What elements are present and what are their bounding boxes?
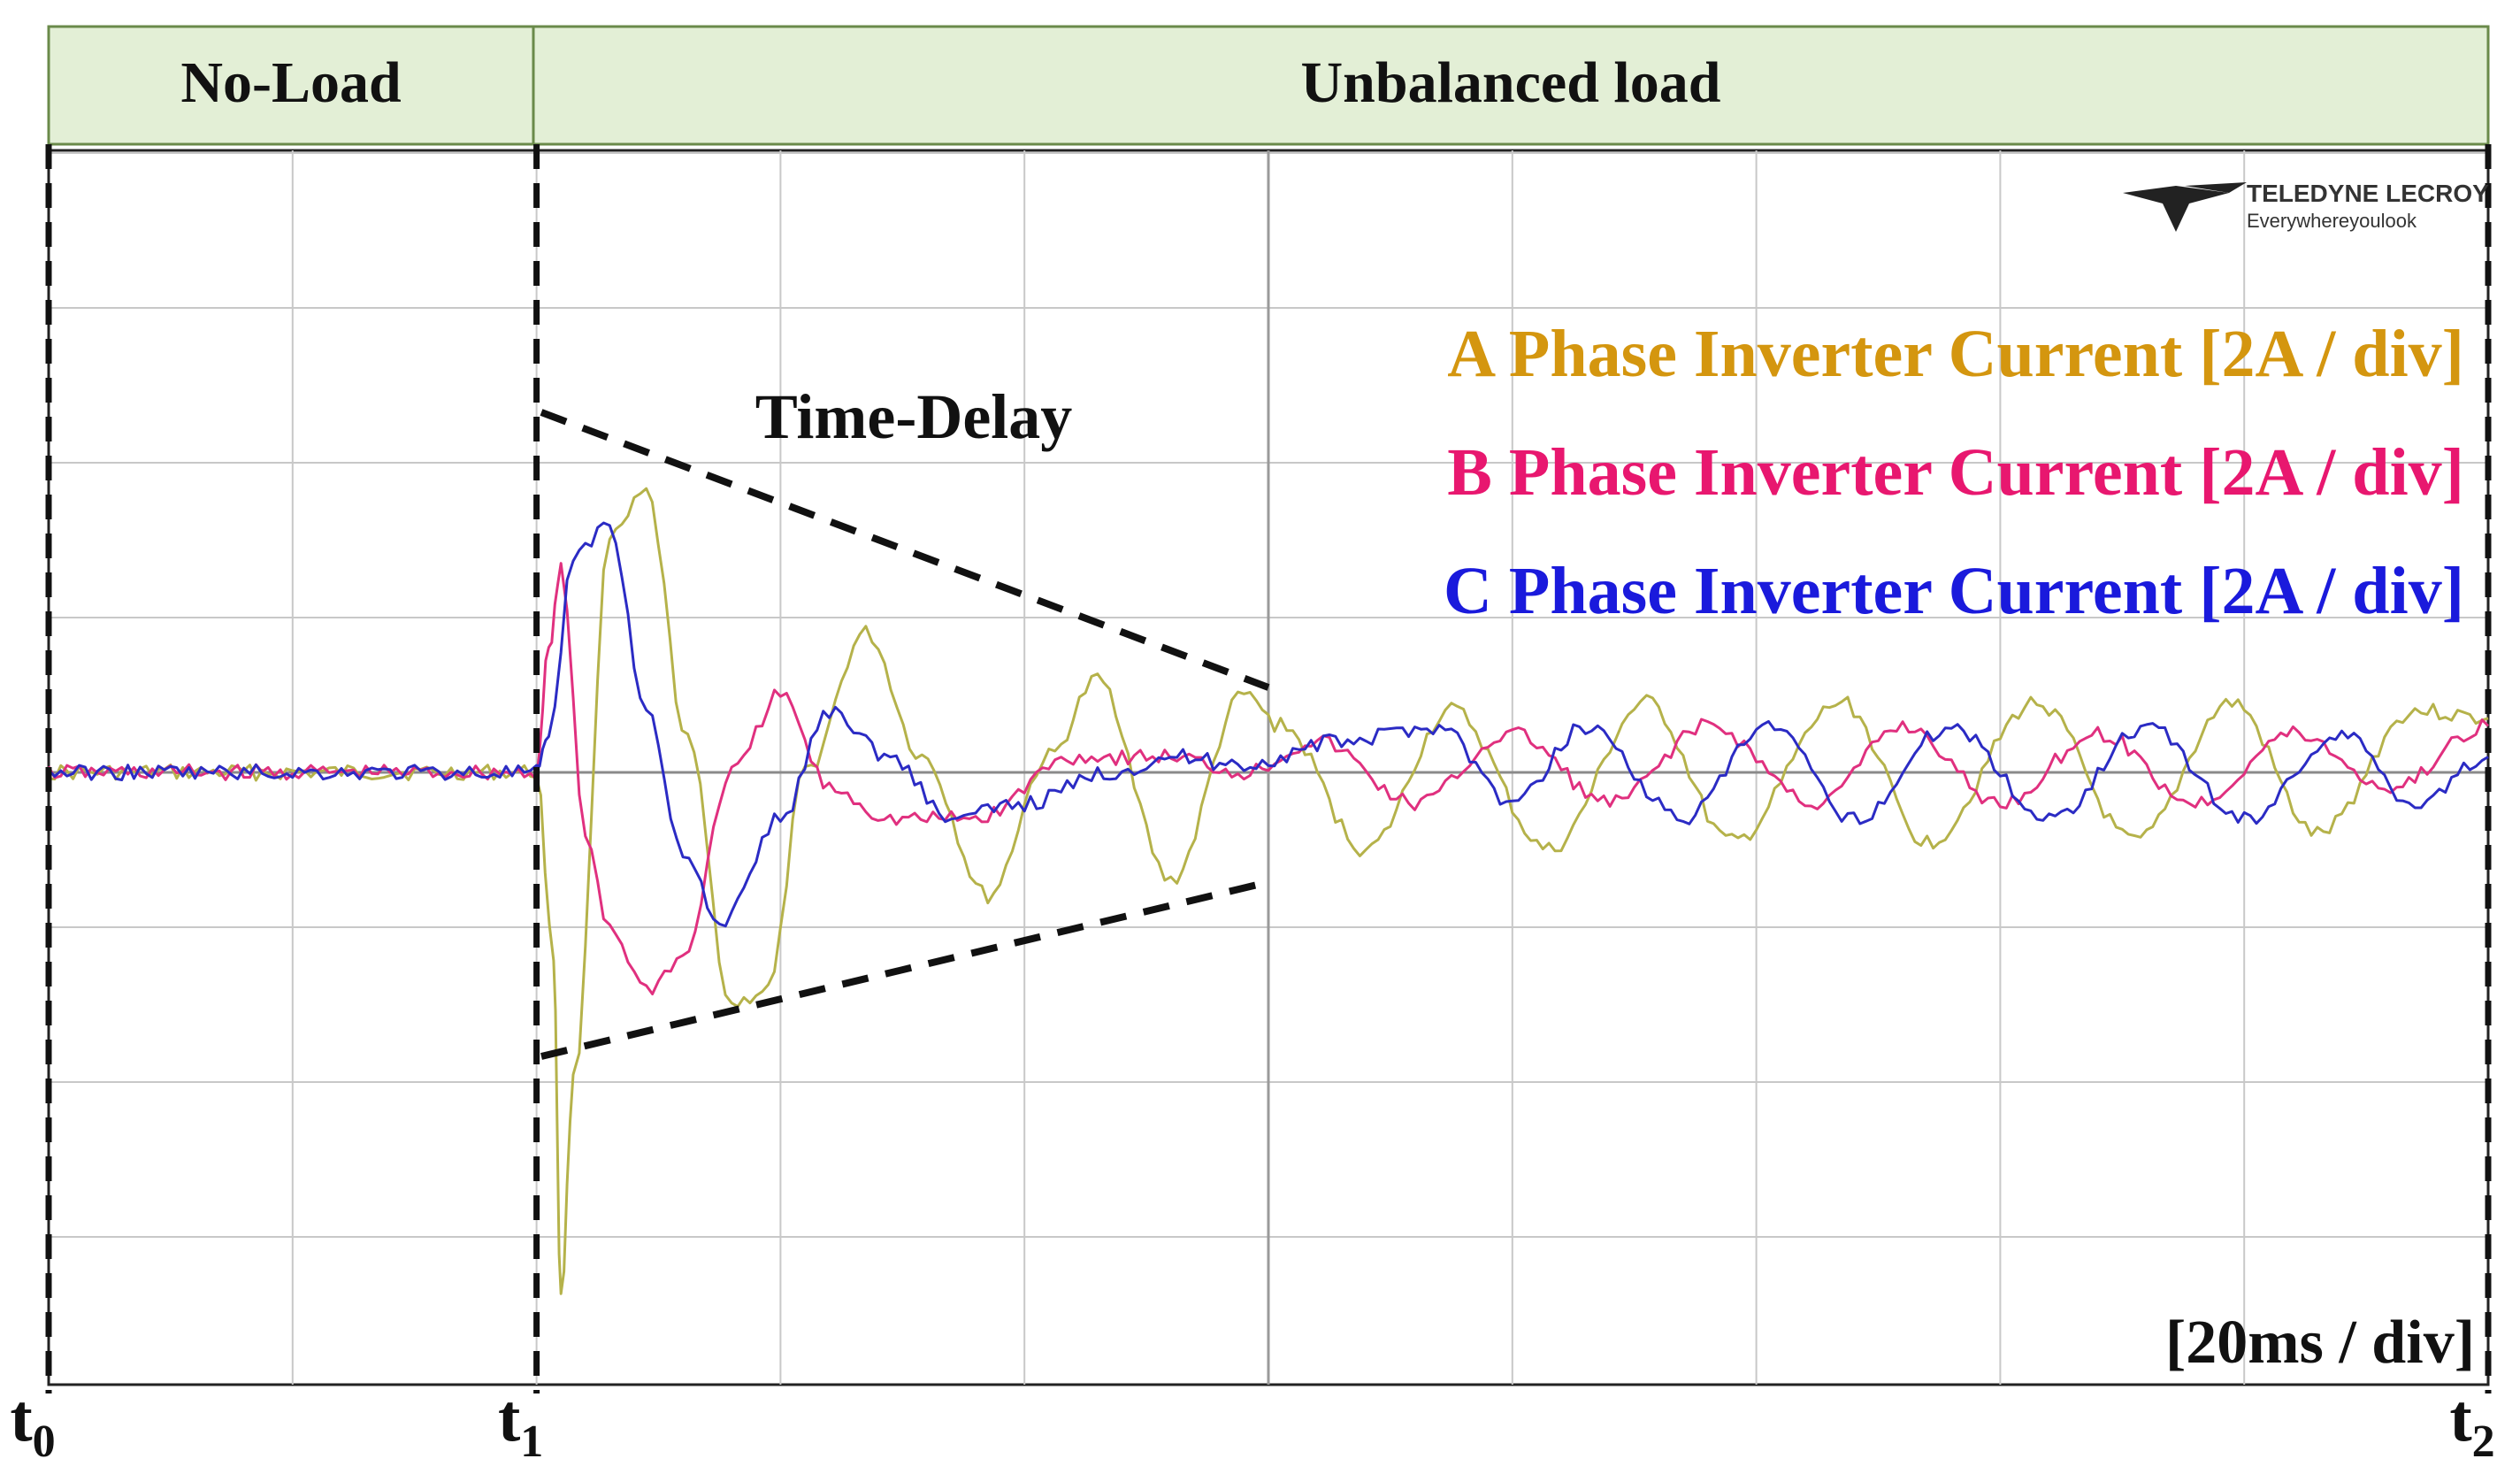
logo-tagline-text: Everywhereyoulook: [2247, 210, 2417, 232]
marker-label-t2: t2: [2449, 1381, 2494, 1467]
teledyne-lecroy-logo: TELEDYNE LECROY Everywhereyoulook: [2123, 180, 2489, 232]
header-unbalanced-label: Unbalanced load: [1301, 50, 1721, 115]
traces: [47, 487, 2490, 1295]
lecroy-logo-icon: [2123, 182, 2247, 232]
trace-a-phase-current: [48, 487, 2489, 1295]
envelope-lower-line: [540, 879, 1269, 1060]
legend-entry-b-phase: B Phase Inverter Current [2A / div]: [1447, 435, 2464, 510]
time-markers: [45, 144, 2492, 1393]
grid: [49, 150, 2488, 1385]
legend: A Phase Inverter Current [2A / div] B Pha…: [1444, 317, 2464, 628]
header-unbalanced-box: [532, 25, 2490, 146]
phase-header: No-Load Unbalanced load: [47, 25, 2490, 146]
plot-area: Time-Delay: [45, 144, 2492, 1393]
header-no-load-box: [47, 25, 535, 146]
marker-label-t1: t1: [498, 1381, 543, 1467]
marker-labels: t0 t1 t2: [10, 1381, 2494, 1467]
trace-c-phase-current: [47, 521, 2489, 928]
marker-label-t0: t0: [10, 1381, 55, 1467]
header-no-load-label: No-Load: [180, 50, 401, 115]
trace-b-phase-current: [47, 562, 2490, 995]
time-delay-annotation: Time-Delay: [755, 381, 1073, 452]
legend-entry-a-phase: A Phase Inverter Current [2A / div]: [1447, 317, 2464, 391]
logo-brand-text: TELEDYNE LECROY: [2247, 180, 2489, 207]
time-scale-label: [20ms / div]: [2165, 1309, 2475, 1377]
legend-entry-c-phase: C Phase Inverter Current [2A / div]: [1444, 554, 2464, 628]
